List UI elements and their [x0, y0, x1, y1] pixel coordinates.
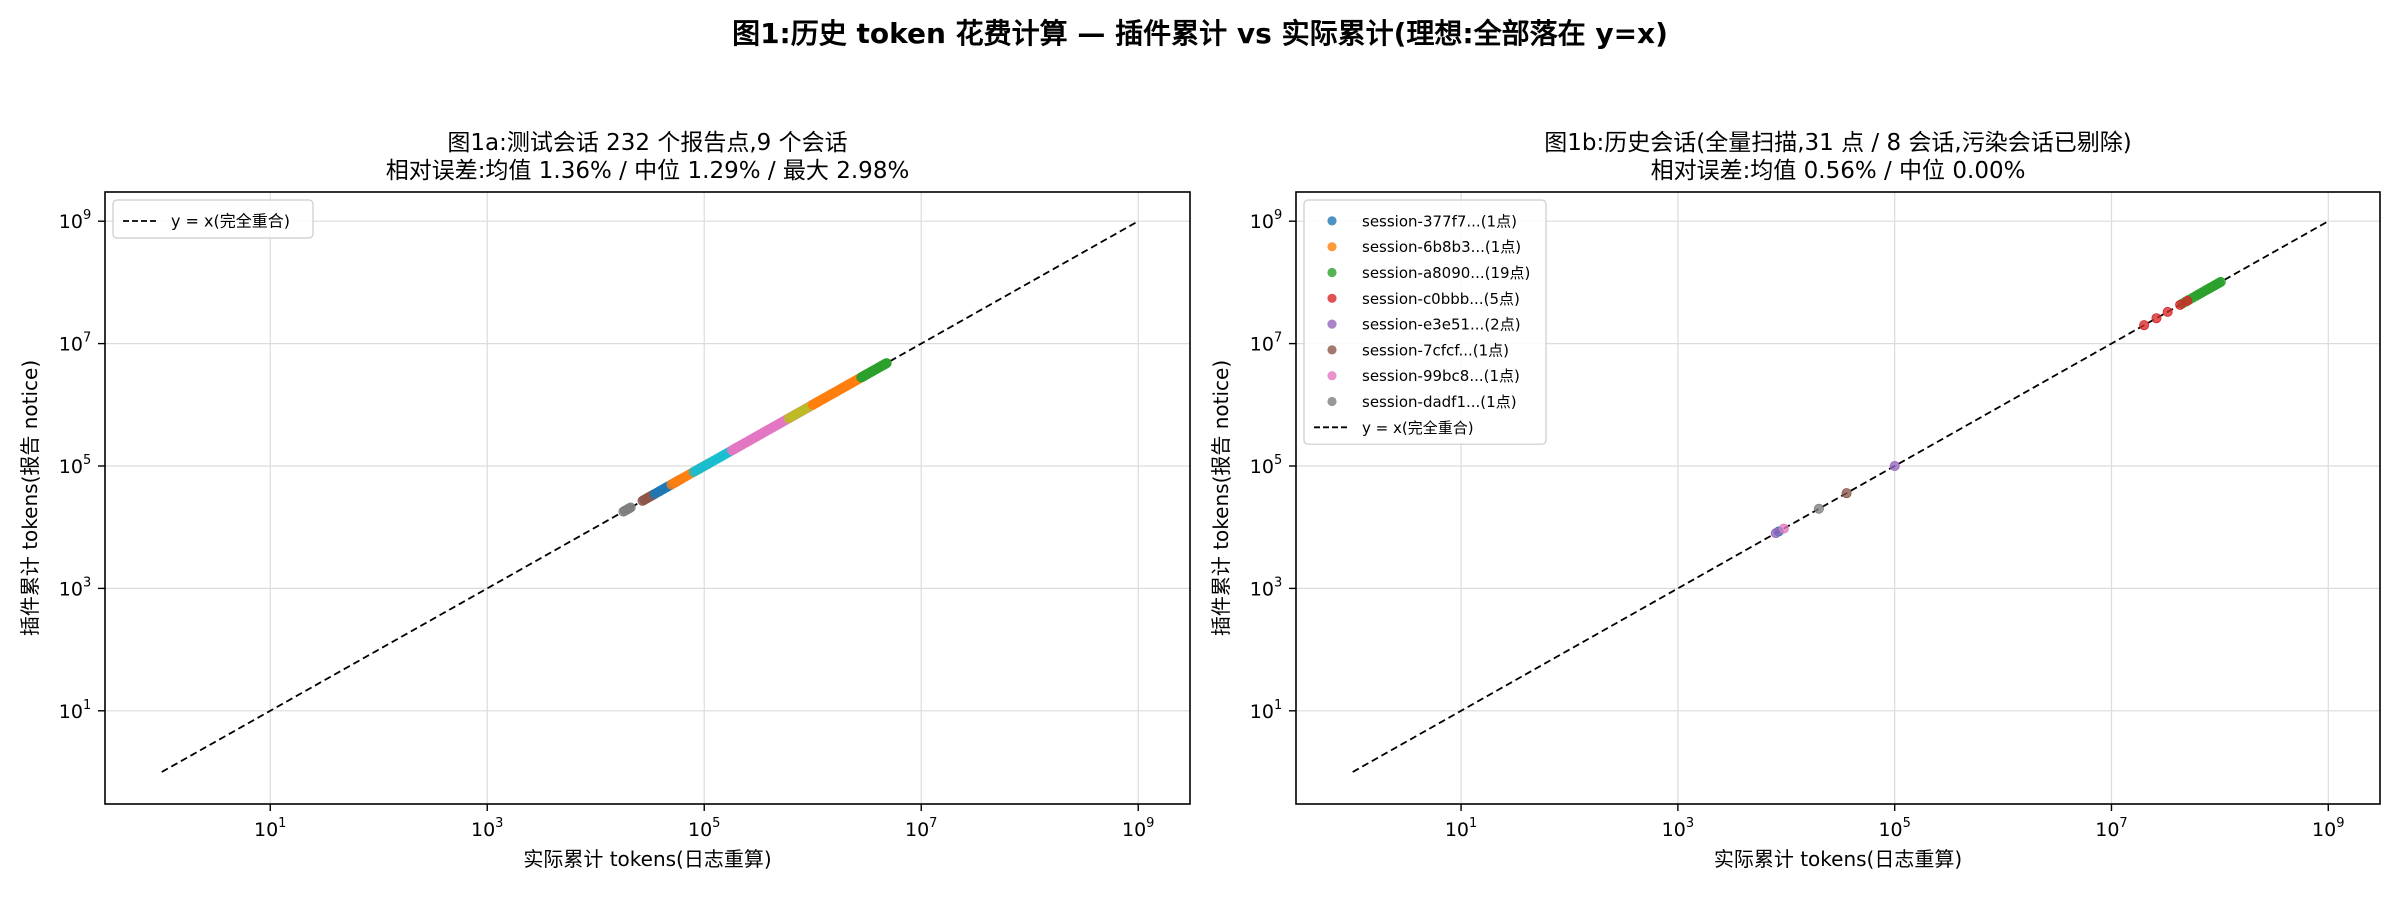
plot-frame — [1295, 191, 2381, 805]
scatter-points — [618, 358, 892, 517]
x-tick-label: 107 — [2095, 816, 2127, 841]
legend-entry-label: y = x(完全重合) — [171, 212, 290, 231]
chart-subtitle: 相对误差:均值 1.36% / 中位 1.29% / 最大 2.98% — [386, 158, 910, 184]
legend-marker-swatch — [1327, 345, 1337, 355]
legend-entry-label: session-99bc8...(1点) — [1362, 367, 1520, 385]
legend-marker-swatch — [1327, 267, 1337, 278]
chart-title: 图1a:测试会话 232 个报告点,9 个会话 — [447, 130, 847, 156]
x-tick-label: 101 — [1445, 816, 1477, 841]
legend-entry-label: session-7cfcf...(1点) — [1362, 341, 1509, 359]
legend: session-377f7...(1点) session-6b8b3...(1点)… — [1303, 199, 1547, 445]
legend-marker-swatch — [1327, 242, 1337, 252]
legend-marker-swatch — [1327, 293, 1337, 303]
x-tick-label: 105 — [1878, 816, 1910, 841]
legend-entry-label: session-a8090...(19点) — [1362, 264, 1530, 282]
y-tick-label: 101 — [1250, 698, 1282, 723]
y-tick-label: 109 — [1250, 208, 1282, 233]
data-point — [2151, 313, 2162, 324]
y-tick-label: 101 — [59, 698, 91, 723]
y-axis-label: 插件累计 tokens(报告 notice) — [18, 360, 42, 636]
y-tick-label: 103 — [59, 575, 91, 600]
data-point — [1770, 528, 1781, 539]
legend-marker-swatch — [1327, 396, 1337, 407]
plot-frame — [104, 191, 1191, 805]
legend-entry-label: session-e3e51...(2点) — [1362, 316, 1521, 334]
legend-marker-swatch — [1327, 319, 1337, 329]
y-tick-label: 107 — [59, 331, 91, 356]
y-tick-label: 105 — [59, 453, 91, 478]
y-tick-label: 107 — [1250, 331, 1282, 356]
x-tick-label: 109 — [2312, 816, 2344, 841]
data-point — [2139, 320, 2150, 331]
y-tick-label: 103 — [1250, 575, 1282, 600]
x-tick-label: 103 — [1662, 816, 1694, 841]
data-point — [2215, 276, 2226, 287]
x-tick-label: 103 — [471, 816, 503, 841]
data-point — [1813, 503, 1824, 514]
x-tick-label: 105 — [688, 816, 720, 841]
y-axis-label: 插件累计 tokens(报告 notice) — [1209, 360, 1233, 636]
chart-title: 图1b:历史会话(全量扫描,31 点 / 8 会话,污染会话已剔除) — [1544, 130, 2131, 156]
y-tick-label: 109 — [59, 208, 91, 233]
chart-panel-b: 图1b:历史会话(全量扫描,31 点 / 8 会话,污染会话已剔除)相对误差:均… — [1209, 130, 2381, 871]
y-tick-label: 105 — [1250, 453, 1282, 478]
legend-entry-label: session-6b8b3...(1点) — [1362, 238, 1521, 256]
data-point — [2182, 295, 2193, 306]
legend-entry-label: y = x(完全重合) — [1362, 419, 1474, 437]
x-tick-label: 101 — [254, 816, 286, 841]
legend-entry-label: session-c0bbb...(5点) — [1362, 290, 1520, 308]
data-point — [1841, 488, 1852, 499]
scatter-points — [1770, 276, 2226, 539]
chart-subtitle: 相对误差:均值 0.56% / 中位 0.00% — [1651, 158, 2026, 184]
data-point — [1889, 460, 1900, 471]
legend-entry-label: session-dadf1...(1点) — [1362, 393, 1517, 411]
data-point — [1778, 523, 1789, 534]
legend-box — [112, 199, 314, 239]
x-axis-label: 实际累计 tokens(日志重算) — [1714, 847, 1962, 871]
data-point — [625, 502, 636, 513]
x-axis-label: 实际累计 tokens(日志重算) — [523, 847, 771, 871]
data-point — [2162, 306, 2173, 317]
legend-box — [1303, 199, 1547, 445]
figure-suptitle: 图1:历史 token 花费计算 — 插件累计 vs 实际累计(理想:全部落在 … — [732, 17, 1668, 50]
x-tick-label: 109 — [1122, 816, 1154, 841]
legend-marker-swatch — [1327, 371, 1337, 381]
legend-marker-swatch — [1327, 216, 1337, 226]
legend: y = x(完全重合) — [112, 199, 314, 239]
x-tick-label: 107 — [905, 816, 937, 841]
legend-entry-label: session-377f7...(1点) — [1362, 212, 1517, 230]
data-point — [881, 358, 892, 369]
